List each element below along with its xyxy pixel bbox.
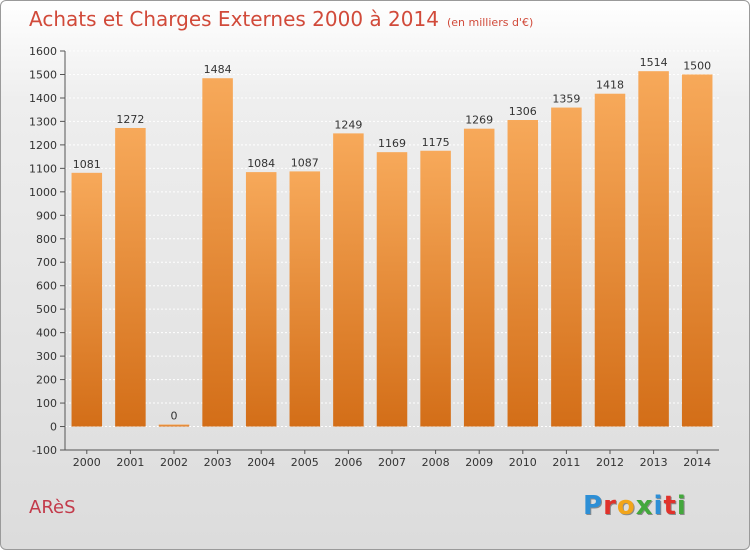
x-tick-label: 2000 bbox=[73, 456, 101, 469]
x-tick-label: 2003 bbox=[204, 456, 232, 469]
data-label: 1500 bbox=[683, 59, 711, 72]
data-label: 1175 bbox=[422, 136, 450, 149]
y-tick-label: 700 bbox=[36, 256, 57, 269]
y-tick-label: 800 bbox=[36, 233, 57, 246]
y-tick-label: 200 bbox=[36, 374, 57, 387]
logo-letter: P bbox=[583, 491, 604, 521]
data-label: 0 bbox=[171, 410, 178, 423]
x-tick-label: 2004 bbox=[247, 456, 275, 469]
y-tick-label: 1300 bbox=[29, 115, 57, 128]
data-label: 1081 bbox=[73, 158, 101, 171]
x-tick-label: 2014 bbox=[683, 456, 711, 469]
x-tick-label: 2008 bbox=[422, 456, 450, 469]
bar-2013[interactable] bbox=[638, 71, 669, 427]
data-label: 1084 bbox=[247, 157, 275, 170]
data-label: 1306 bbox=[509, 105, 537, 118]
bar-2008[interactable] bbox=[420, 150, 451, 427]
y-tick-label: 900 bbox=[36, 209, 57, 222]
logo-letter: r bbox=[603, 491, 617, 521]
x-tick-label: 2001 bbox=[116, 456, 144, 469]
x-tick-label: 2005 bbox=[291, 456, 319, 469]
y-tick-label: 1100 bbox=[29, 162, 57, 175]
x-tick-label: 2007 bbox=[378, 456, 406, 469]
y-tick-label: 0 bbox=[50, 421, 57, 434]
data-label: 1272 bbox=[116, 113, 144, 126]
bar-2001[interactable] bbox=[115, 127, 146, 427]
data-label: 1087 bbox=[291, 156, 319, 169]
y-tick-label: 1500 bbox=[29, 68, 57, 81]
x-tick-label: 2006 bbox=[334, 456, 362, 469]
bar-2006[interactable] bbox=[333, 133, 364, 427]
data-label: 1269 bbox=[465, 114, 493, 127]
bar-2003[interactable] bbox=[202, 78, 233, 427]
proxiti-logo[interactable]: Proxiti bbox=[583, 491, 687, 521]
bar-2012[interactable] bbox=[594, 93, 626, 427]
logo-letter: i bbox=[653, 491, 664, 521]
y-tick-label: -100 bbox=[32, 444, 57, 457]
y-tick-label: 400 bbox=[36, 327, 57, 340]
logo-letter: i bbox=[676, 491, 687, 521]
x-tick-label: 2011 bbox=[552, 456, 580, 469]
y-tick-label: 1200 bbox=[29, 139, 57, 152]
y-tick-label: 1600 bbox=[29, 45, 57, 58]
y-tick-label: 100 bbox=[36, 397, 57, 410]
bar-2007[interactable] bbox=[376, 152, 408, 427]
bar-2011[interactable] bbox=[551, 107, 582, 427]
logo-letter: x bbox=[635, 491, 654, 521]
data-label: 1249 bbox=[334, 118, 362, 131]
x-tick-label: 2010 bbox=[509, 456, 537, 469]
bar-2010[interactable] bbox=[507, 120, 539, 427]
y-tick-label: 300 bbox=[36, 350, 57, 363]
x-tick-label: 2012 bbox=[596, 456, 624, 469]
bar-2004[interactable] bbox=[245, 172, 277, 427]
y-tick-label: 600 bbox=[36, 280, 57, 293]
bar-2009[interactable] bbox=[463, 128, 495, 427]
bar-2002[interactable] bbox=[158, 424, 190, 427]
x-axis-ticks: 2000 2001 2002 2003 2004 2005 2006 2007 2008 2009… bbox=[73, 450, 711, 469]
data-label: 1359 bbox=[552, 93, 580, 106]
bars bbox=[71, 71, 713, 427]
y-tick-label: 1000 bbox=[29, 186, 57, 199]
bar-2014[interactable] bbox=[681, 74, 713, 427]
x-tick-label: 2013 bbox=[640, 456, 668, 469]
logo-letter: t bbox=[663, 491, 677, 521]
chart-unit-note: (en milliers d'€) bbox=[446, 16, 534, 29]
x-tick-label: 2009 bbox=[465, 456, 493, 469]
data-label: 1169 bbox=[378, 137, 406, 150]
bar-2005[interactable] bbox=[289, 171, 321, 427]
chart-title: Achats et Charges Externes 2000 à 2014 bbox=[29, 7, 439, 31]
logo-letter: o bbox=[616, 491, 636, 521]
data-label: 1418 bbox=[596, 79, 624, 92]
x-tick-label: 2002 bbox=[160, 456, 188, 469]
data-label: 1484 bbox=[204, 63, 232, 76]
place-name: ARèS bbox=[29, 497, 76, 518]
y-tick-label: 500 bbox=[36, 303, 57, 316]
data-label: 1514 bbox=[640, 56, 668, 69]
y-tick-label: 1400 bbox=[29, 92, 57, 105]
chart-title-block: Achats et Charges Externes 2000 à 2014 (e… bbox=[29, 7, 533, 31]
data-labels: 1081 1272 0 1484 1084 1087 1249 1169 1175 1269 130… bbox=[73, 56, 711, 422]
bar-2000[interactable] bbox=[71, 172, 103, 427]
